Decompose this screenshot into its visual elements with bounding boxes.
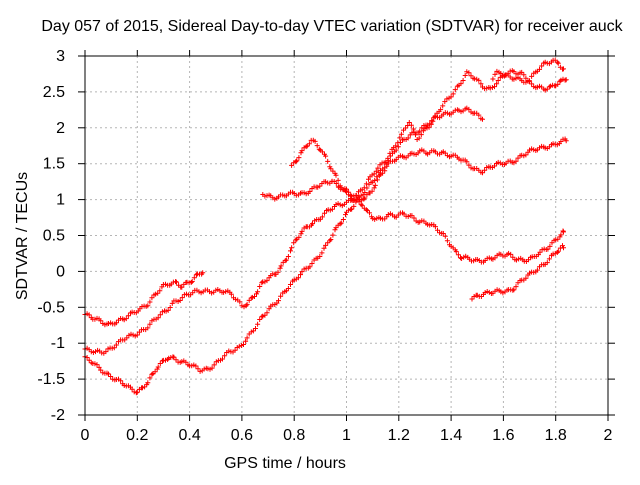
y-axis-label: SDTVAR / TECUs <box>14 172 31 300</box>
y-tick-label: -0.5 <box>37 299 65 316</box>
y-tick-label: 2.5 <box>43 84 65 101</box>
chart-title: Day 057 of 2015, Sidereal Day-to-day VTE… <box>41 18 623 35</box>
y-tick-label: -2 <box>51 407 65 424</box>
y-tick-label: 1 <box>56 192 65 209</box>
y-tick-label: -1.5 <box>37 371 65 388</box>
data-points <box>82 57 569 396</box>
x-tick-label: 1.2 <box>388 427 410 444</box>
series-pass-7 <box>490 68 569 93</box>
series-pass-4 <box>289 137 566 265</box>
x-tick-label: 0.8 <box>283 427 305 444</box>
x-tick-label: 1 <box>342 427 351 444</box>
series-pass-3 <box>82 105 485 396</box>
x-tick-label: 0.6 <box>231 427 253 444</box>
y-tick-label: 2 <box>56 120 65 137</box>
y-tick-label: 1.5 <box>43 156 65 173</box>
x-tick-label: 1.6 <box>492 427 514 444</box>
y-tick-label: -1 <box>51 335 65 352</box>
x-tick-label: 1.4 <box>440 427 462 444</box>
y-tick-label: 3 <box>56 48 65 65</box>
gridlines <box>85 56 608 415</box>
plot-border <box>84 55 609 416</box>
series-pass-5 <box>260 136 569 203</box>
x-tick-labels: 0 0.2 0.4 0.6 0.8 1 1.2 1.4 1.6 1.8 2 <box>81 427 613 444</box>
x-tick-label: 1.8 <box>545 427 567 444</box>
series-pass-2 <box>82 57 566 356</box>
series-pass-1 <box>82 270 206 328</box>
x-axis-label: GPS time / hours <box>224 455 346 472</box>
series-pass-6 <box>469 243 566 302</box>
y-tick-label: 0 <box>56 263 65 280</box>
x-tick-label: 2 <box>604 427 613 444</box>
x-tick-label: 0 <box>81 427 90 444</box>
y-tick-label: 0.5 <box>43 228 65 245</box>
y-tick-labels: 3 2.5 2 1.5 1 0.5 0 -0.5 -1 -1.5 -2 <box>37 48 65 424</box>
axis-ticks <box>78 50 615 421</box>
x-tick-label: 0.2 <box>126 427 148 444</box>
x-tick-label: 0.4 <box>178 427 200 444</box>
